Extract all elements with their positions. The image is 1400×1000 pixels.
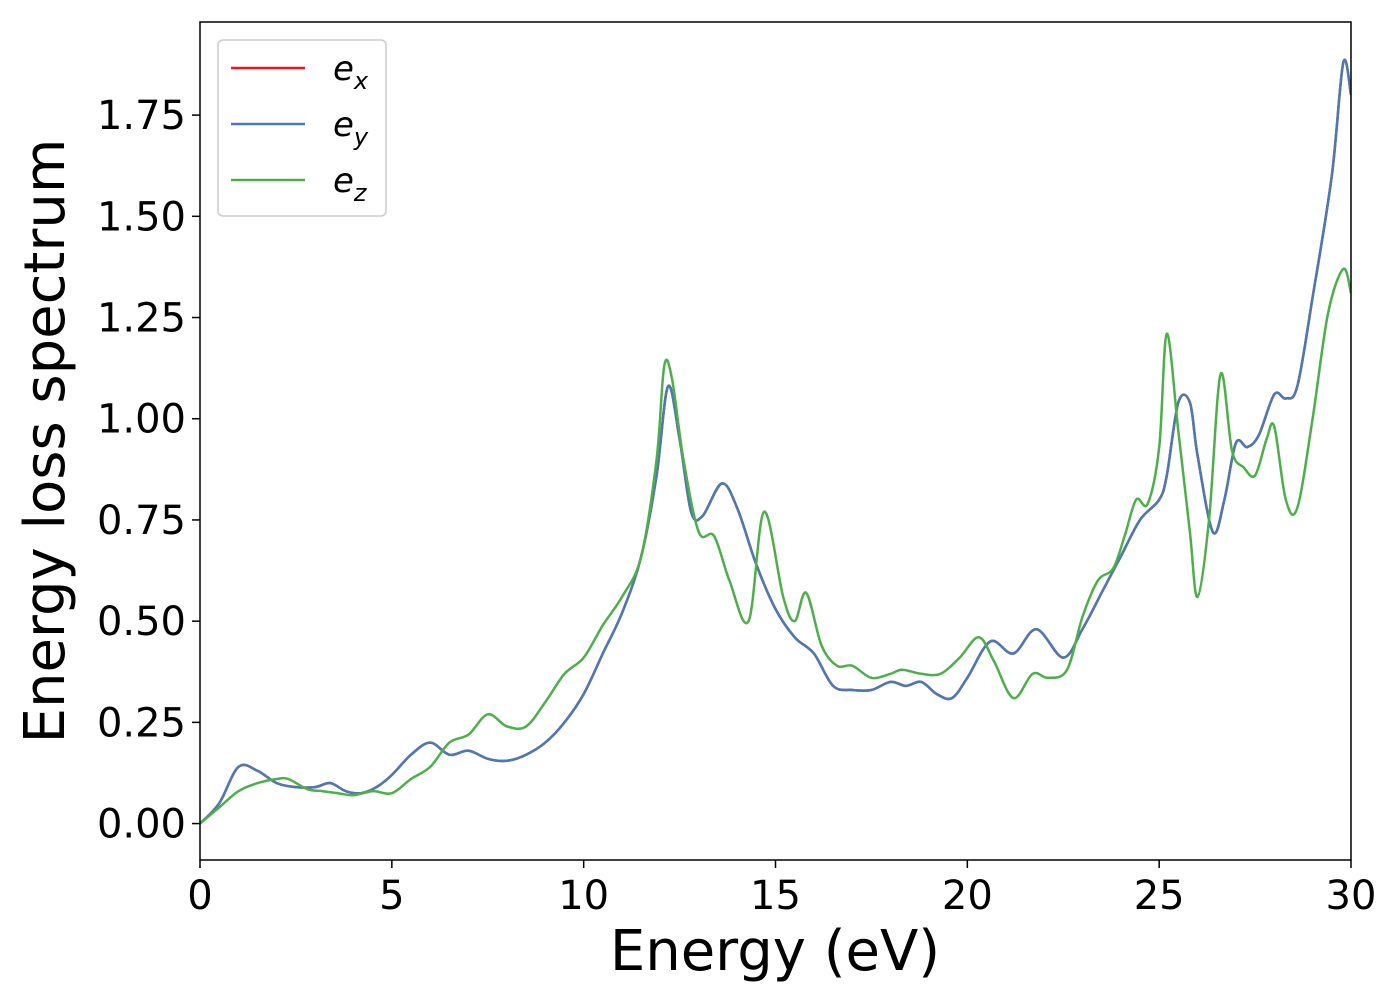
y-tick-label: 0.75 — [97, 498, 186, 544]
x-tick-label: 0 — [187, 873, 212, 919]
legend-box — [217, 39, 387, 217]
x-tick-label: 10 — [558, 873, 609, 919]
series-line-ez — [200, 267, 1351, 825]
x-axis-ticks: 0 5 10 15 20 25 30 — [187, 860, 1376, 919]
legend-label-ez: ez — [333, 161, 368, 207]
x-tick-label: 5 — [379, 873, 404, 919]
series-layer — [200, 58, 1351, 825]
y-tick-label: 0.25 — [97, 700, 186, 746]
y-tick-label: 1.50 — [97, 194, 186, 240]
y-tick-label: 0.50 — [97, 599, 186, 645]
y-axis-ticks: 0.00 0.25 0.50 0.75 1.00 1.25 1.50 1.75 — [97, 93, 200, 848]
x-tick-label: 15 — [750, 873, 801, 919]
x-axis-title: Energy (eV) — [610, 919, 940, 984]
series-line-ey — [200, 58, 1351, 825]
legend-label-ey: ey — [333, 105, 369, 151]
y-tick-label: 1.00 — [97, 397, 186, 443]
legend: ex ey ez — [217, 39, 387, 217]
x-tick-label: 20 — [942, 873, 993, 919]
legend-label-ex: ex — [333, 49, 369, 95]
y-tick-label: 1.75 — [97, 93, 186, 139]
y-tick-label: 1.25 — [97, 296, 186, 342]
y-axis-title: Energy loss spectrum — [13, 139, 78, 744]
y-tick-label: 0.00 — [97, 802, 186, 848]
x-tick-label: 25 — [1134, 873, 1185, 919]
x-tick-label: 30 — [1326, 873, 1377, 919]
